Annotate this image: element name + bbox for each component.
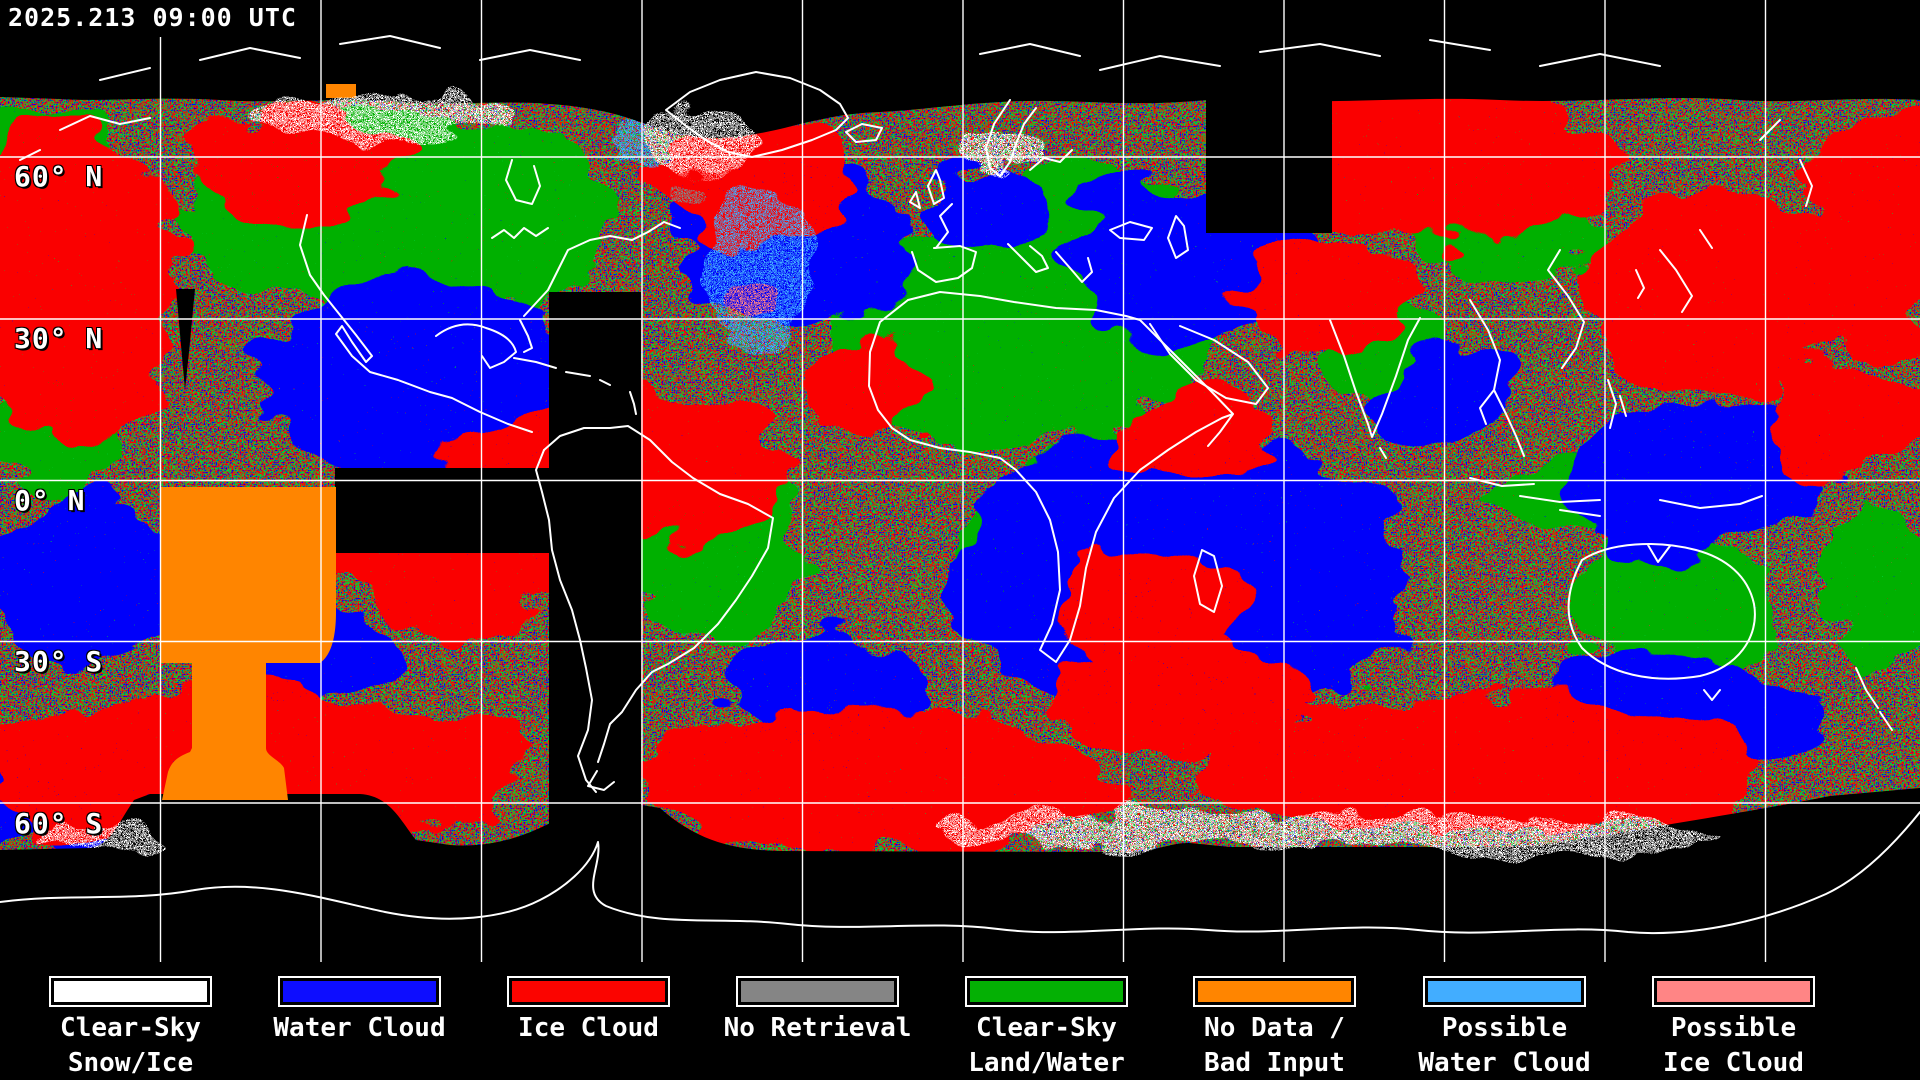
graticule-grid — [0, 0, 1920, 962]
latitude-label-0n: 0° N — [14, 484, 86, 517]
legend-swatch-fill — [1198, 981, 1351, 1002]
legend-swatch-fill — [741, 981, 894, 1002]
legend-swatch-water-cloud — [278, 976, 441, 1007]
latitude-label-60s: 60° S — [14, 807, 104, 840]
legend-item-possible-ice-cloud: Possible Ice Cloud — [1652, 976, 1815, 1077]
legend-label: No Retrieval — [723, 1013, 912, 1043]
legend-item-clear-sky-land-water: Clear-Sky Land/Water — [965, 976, 1128, 1077]
legend-item-clear-sky-snow-ice: Clear-Sky Snow/Ice — [49, 976, 212, 1077]
legend-swatch-fill — [1428, 981, 1581, 1002]
latitude-label-30s: 30° S — [14, 645, 104, 678]
legend-label: Possible — [1670, 1013, 1797, 1043]
antarctica-coastline — [0, 811, 1920, 935]
coverage-gap-west-arm — [335, 468, 549, 553]
legend-item-water-cloud: Water Cloud — [273, 976, 446, 1049]
legend-swatch-no-data-bad-input — [1193, 976, 1356, 1007]
legend-label: Clear-Sky — [60, 1013, 201, 1043]
coverage-gap-atlantic-north — [1206, 88, 1332, 233]
legend-label: Clear-Sky — [976, 1013, 1117, 1043]
legend-swatch-clear-sky-snow-ice — [49, 976, 212, 1007]
no-coverage-masks — [0, 0, 1920, 966]
legend-item-possible-water-cloud: Possible Water Cloud — [1418, 976, 1591, 1077]
legend-swatch-possible-water-cloud — [1423, 976, 1586, 1007]
snow-ice-speckles — [35, 93, 1710, 854]
legend-label: Water Cloud — [1418, 1048, 1591, 1078]
legend-swatch-possible-ice-cloud — [1652, 976, 1815, 1007]
legend-swatch-no-retrieval — [736, 976, 899, 1007]
no-retrieval-speckles — [672, 183, 708, 207]
legend-label: Land/Water — [968, 1048, 1125, 1078]
legend-label: Ice Cloud — [1663, 1048, 1804, 1078]
legend-label: Water Cloud — [273, 1013, 446, 1043]
polar-bottom-band — [0, 788, 1920, 966]
legend-item-ice-cloud: Ice Cloud — [507, 976, 670, 1049]
coverage-gap-wedge — [176, 289, 195, 390]
legend-item-no-data-bad-input: No Data / Bad Input — [1193, 976, 1356, 1077]
latitude-label-60n: 60° N — [14, 160, 104, 193]
latitude-label-30n: 30° N — [14, 322, 104, 355]
legend-label: Ice Cloud — [518, 1013, 659, 1043]
timestamp-label: 2025.213 09:00 UTC — [0, 0, 307, 37]
legend-swatch-fill — [970, 981, 1123, 1002]
coastlines — [0, 35, 1920, 935]
coverage-gap-americas-column — [549, 292, 641, 966]
legend-swatch-fill — [283, 981, 436, 1002]
legend-label: Possible — [1441, 1013, 1568, 1043]
legend-swatch-fill — [512, 981, 665, 1002]
legend-item-no-retrieval: No Retrieval — [724, 976, 911, 1049]
legend-swatch-fill — [1657, 981, 1810, 1002]
legend-label: Snow/Ice — [67, 1048, 194, 1078]
legend-label: No Data / — [1204, 1013, 1345, 1043]
legend-label: Bad Input — [1204, 1048, 1345, 1078]
polar-top-band — [0, 0, 1920, 138]
legend-swatch-fill — [54, 981, 207, 1002]
cloud-classification-map — [0, 0, 1920, 966]
legend-swatch-clear-sky-land-water — [965, 976, 1128, 1007]
legend-swatch-ice-cloud — [507, 976, 670, 1007]
